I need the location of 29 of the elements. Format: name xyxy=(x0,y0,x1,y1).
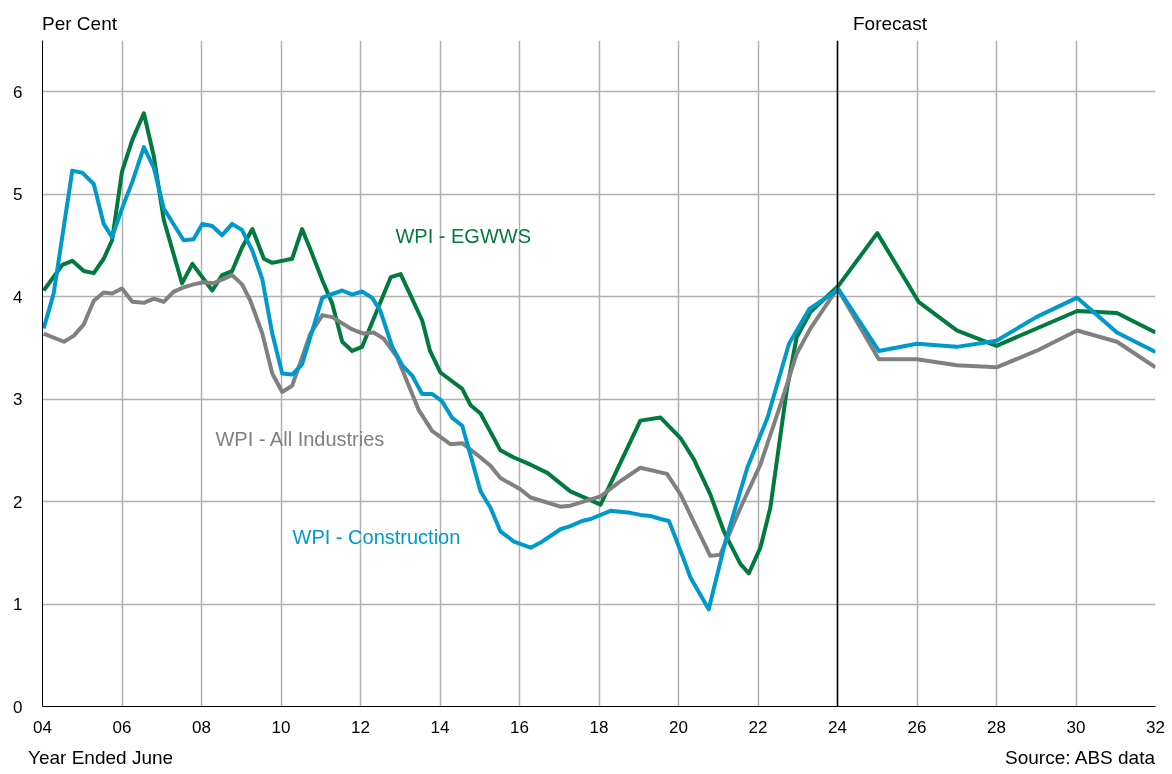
x-tick-label: 16 xyxy=(510,717,529,737)
y-tick-label: 5 xyxy=(13,185,23,205)
x-tick-label: 14 xyxy=(430,717,450,737)
line-series xyxy=(42,273,1156,558)
x-tick-label: 08 xyxy=(192,717,211,737)
x-tick-label: 28 xyxy=(987,717,1006,737)
y-tick-label: 3 xyxy=(13,390,23,410)
x-tick-label: 06 xyxy=(112,717,132,737)
y-tick-label: 1 xyxy=(13,595,23,615)
x-tick-label: 26 xyxy=(907,717,927,737)
source-note: Source: ABS data xyxy=(1005,746,1155,770)
x-tick-label: 32 xyxy=(1146,717,1165,737)
x-tick-label: 22 xyxy=(748,717,768,737)
series-label: WPI - Construction xyxy=(292,526,461,549)
x-tick-label: 18 xyxy=(589,717,609,737)
y-tick-label: 2 xyxy=(13,492,23,512)
x-tick-label: 10 xyxy=(271,717,291,737)
y-tick-label: 4 xyxy=(13,287,23,307)
x-tick-label: 12 xyxy=(351,717,370,737)
y-axis-title: Per Cent xyxy=(42,12,117,36)
x-tick-label: 24 xyxy=(828,717,847,737)
x-tick-label: 30 xyxy=(1066,717,1086,737)
ref-line-label: Forecast xyxy=(853,12,927,36)
x-tick-label: 04 xyxy=(33,717,52,737)
y-tick-label: 0 xyxy=(13,697,23,717)
series-label: WPI - EGWWS xyxy=(395,225,532,248)
x-tick-label: 20 xyxy=(669,717,688,737)
y-tick-label: 6 xyxy=(13,82,23,102)
x-axis-title: Year Ended June xyxy=(28,746,174,770)
